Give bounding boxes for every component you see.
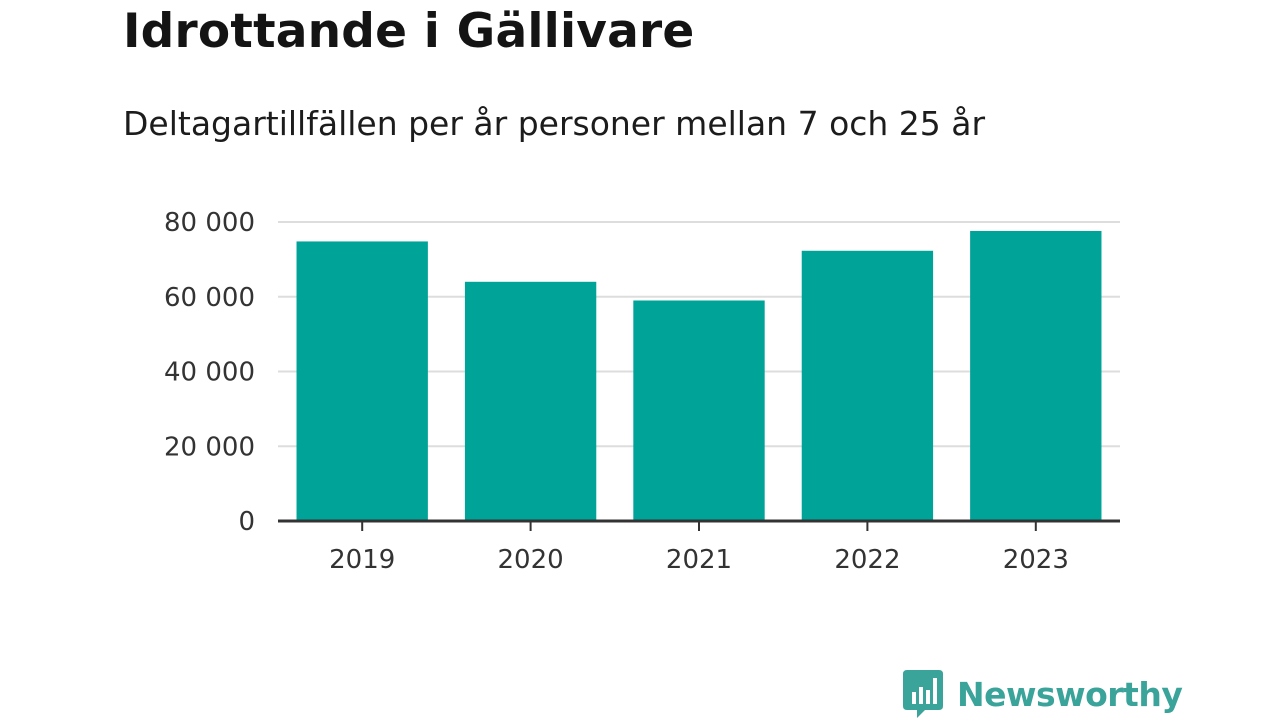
brand-logo: Newsworthy: [903, 670, 1183, 718]
brand-name: Newsworthy: [957, 674, 1183, 714]
x-tick-label: 2021: [666, 545, 732, 575]
newsworthy-logo-icon: [903, 670, 943, 718]
bar: [464, 281, 597, 521]
bar: [801, 250, 934, 521]
chart-title: Idrottande i Gällivare: [123, 4, 695, 59]
x-tick-label: 2023: [1003, 545, 1069, 575]
y-tick-label: 60 000: [164, 283, 255, 313]
x-tick-label: 2022: [834, 545, 900, 575]
y-tick-label: 80 000: [164, 208, 255, 238]
x-tick-label: 2019: [329, 545, 395, 575]
y-tick-label: 40 000: [164, 358, 255, 388]
bar: [296, 241, 428, 521]
chart-subtitle: Deltagartillfällen per år personer mella…: [123, 104, 986, 143]
y-tick-label: 0: [238, 507, 255, 537]
bar: [970, 230, 1102, 521]
y-tick-label: 20 000: [164, 432, 255, 462]
bar: [633, 300, 765, 521]
x-tick-label: 2020: [498, 545, 564, 575]
